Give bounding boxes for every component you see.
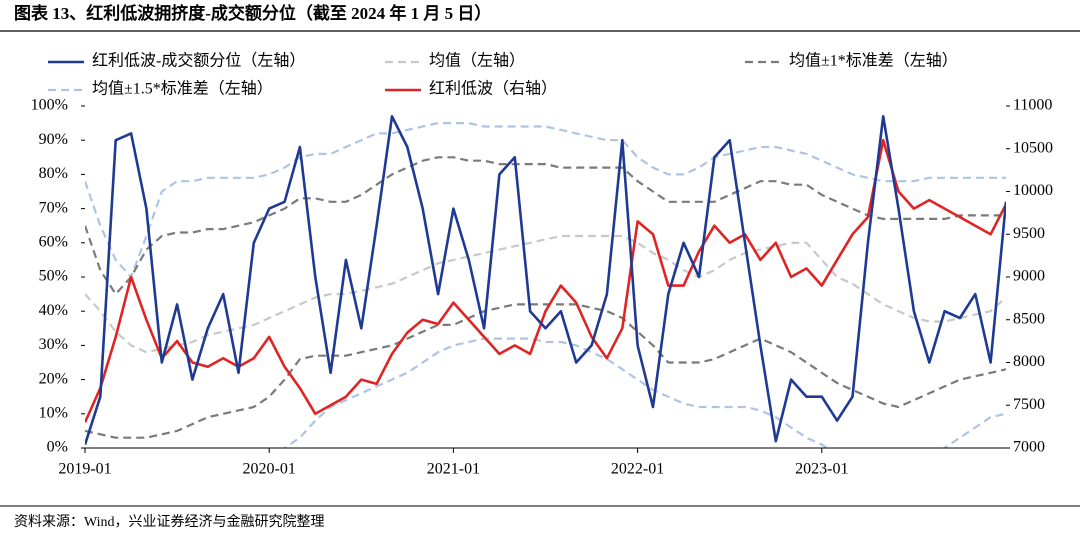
legend-label: 均值（左轴） <box>429 52 525 70</box>
y-tick-label: 20% <box>39 370 68 387</box>
legend-label: 均值±1*标准差（左轴） <box>789 52 958 70</box>
y-tick-label: 50% <box>39 268 68 285</box>
y2-tick-label: 8500 <box>1013 310 1045 327</box>
legend-label: 均值±1.5*标准差（左轴） <box>92 80 273 98</box>
x-tick-label: 2022-01 <box>611 461 664 478</box>
y2-tick-label: 9500 <box>1013 225 1045 242</box>
y2-tick-label: 7000 <box>1013 439 1045 456</box>
y2-tick-label: 10500 <box>1013 139 1053 156</box>
y-tick-label: 100% <box>31 97 68 114</box>
x-tick-label: 2020-01 <box>243 461 296 478</box>
legend-label: 红利低波（右轴） <box>429 80 557 98</box>
source: 资料来源：Wind，兴业证券经济与金融研究院整理 <box>14 514 325 530</box>
y-tick-label: 10% <box>39 404 68 421</box>
y2-tick-label: 9000 <box>1013 268 1045 285</box>
series-line <box>85 115 1006 445</box>
y2-tick-label: 10000 <box>1013 182 1053 199</box>
y-tick-label: 70% <box>39 199 68 216</box>
y-tick-label: 90% <box>39 131 68 148</box>
series-line <box>283 337 1006 448</box>
y-tick-label: 60% <box>39 233 68 250</box>
y2-tick-label: 7500 <box>1013 396 1045 413</box>
y-tick-label: 0% <box>47 439 68 456</box>
x-tick-label: 2019-01 <box>58 461 111 478</box>
y-tick-label: 80% <box>39 165 68 182</box>
series-line <box>85 156 1006 296</box>
series-line <box>85 138 1006 423</box>
y-tick-label: 30% <box>39 336 68 353</box>
chart-title: 图表 13、红利低波拥挤度-成交额分位（截至 2024 年 1 月 5 日） <box>14 3 491 23</box>
series-line <box>85 303 1006 439</box>
x-tick-label: 2021-01 <box>427 461 480 478</box>
y2-tick-label: 11000 <box>1013 97 1052 114</box>
plot-area <box>85 115 1006 448</box>
x-tick-label: 2023-01 <box>795 461 848 478</box>
y-tick-label: 40% <box>39 302 68 319</box>
series-line <box>85 122 1006 279</box>
legend-label: 红利低波-成交额分位（左轴） <box>92 52 305 70</box>
y2-tick-label: 8000 <box>1013 353 1045 370</box>
